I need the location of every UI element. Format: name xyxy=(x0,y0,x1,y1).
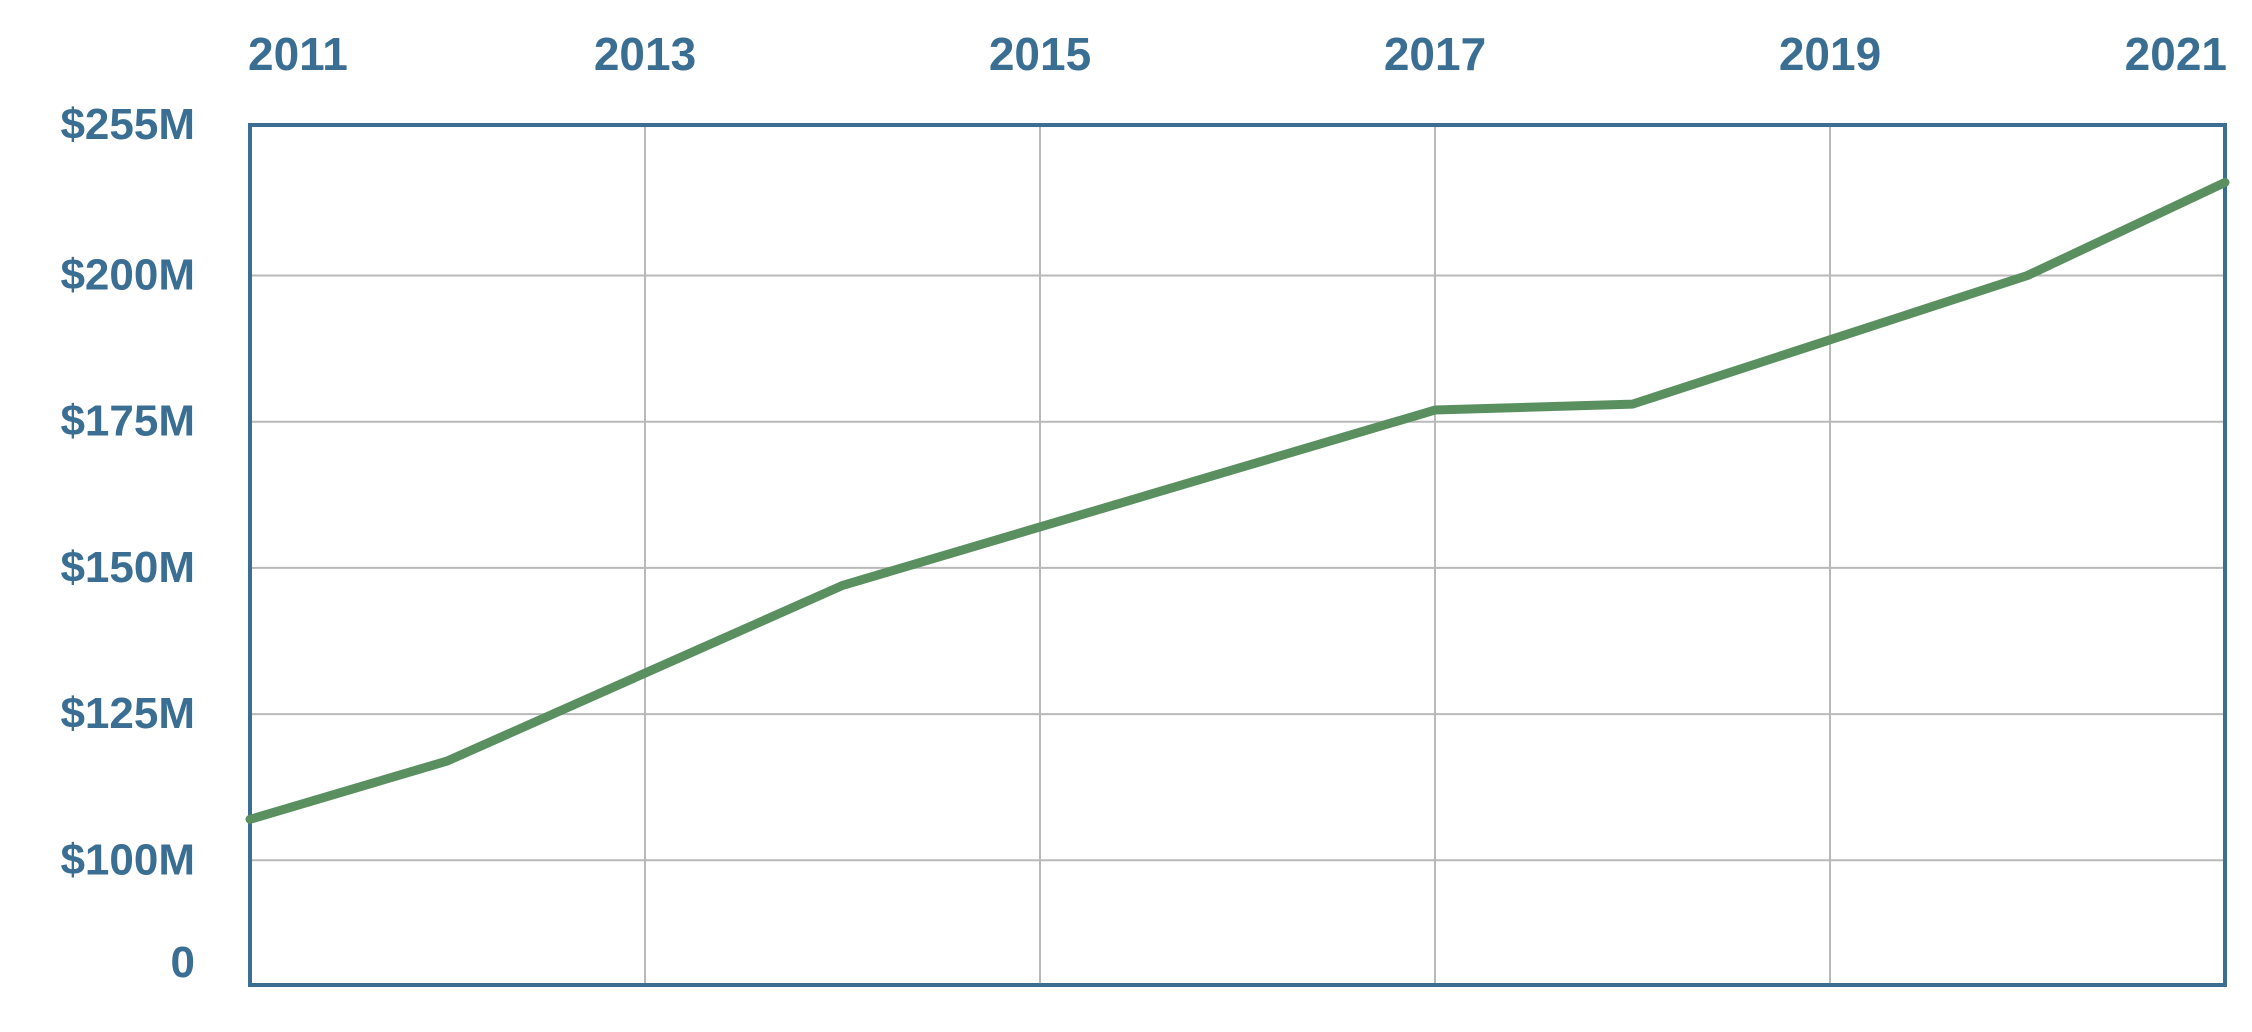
x-tick-label: 2015 xyxy=(989,28,1091,80)
x-tick-label: 2011 xyxy=(248,28,348,80)
y-tick-label: $200M xyxy=(60,251,195,300)
y-tick-label: $255M xyxy=(60,100,195,149)
line-chart: 2011 2013 2015 2017 2019 2021 0 $100M $125M $150M… xyxy=(0,0,2252,1032)
y-tick-label: $175M xyxy=(60,397,195,446)
x-tick-label: 2021 xyxy=(2125,28,2227,80)
x-tick-label: 2013 xyxy=(594,28,696,80)
y-tick-label: 0 xyxy=(171,938,195,987)
y-tick-label: $150M xyxy=(60,543,195,592)
x-tick-label: 2019 xyxy=(1779,28,1881,80)
x-tick-label: 2017 xyxy=(1384,28,1486,80)
y-tick-label: $100M xyxy=(60,835,195,884)
y-tick-label: $125M xyxy=(60,689,195,738)
